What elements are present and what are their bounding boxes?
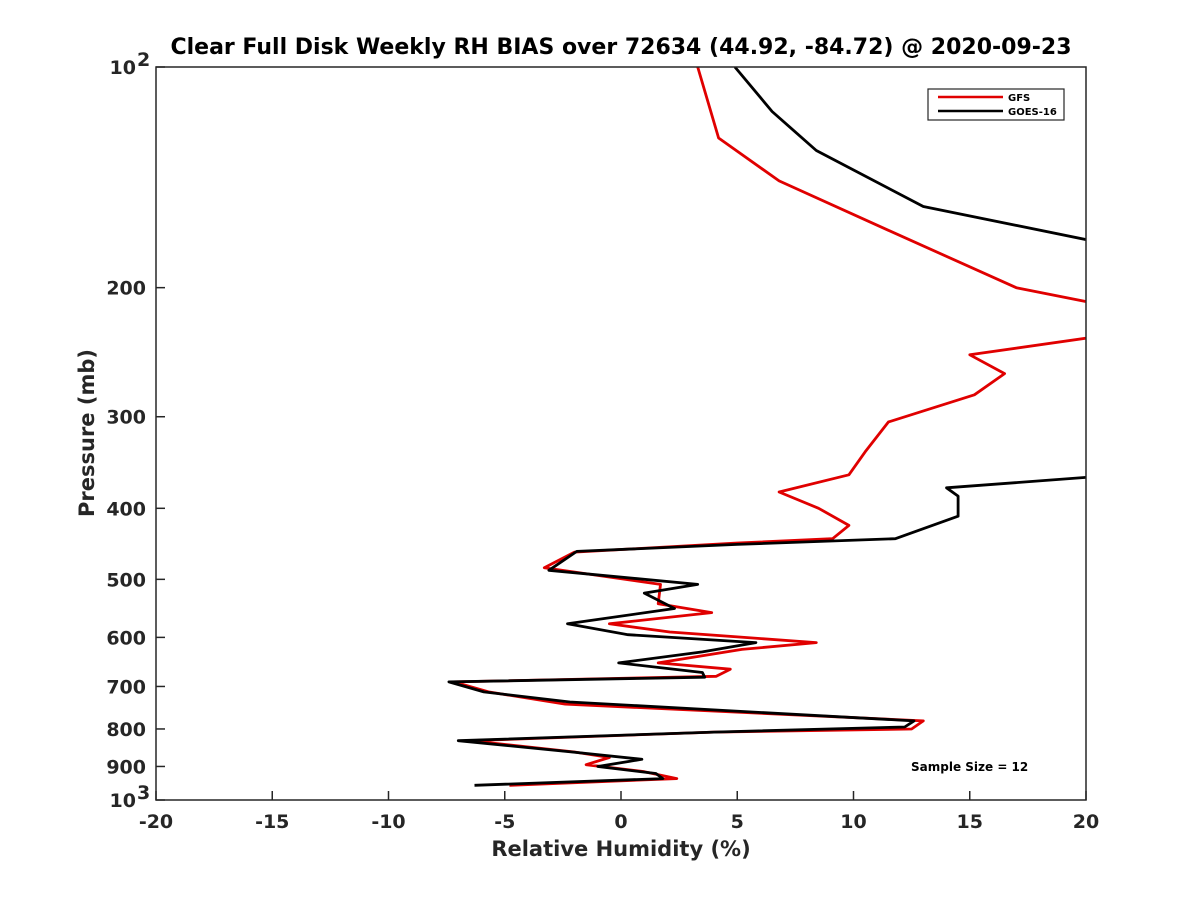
x-tick-label-7: 15 xyxy=(957,811,983,833)
y-tick-label-1: 200 xyxy=(106,278,146,300)
legend-box xyxy=(927,88,1065,121)
x-tick-label-8: 20 xyxy=(1073,811,1099,833)
y-tick-label-4: 500 xyxy=(106,569,146,591)
y-tick-label-8: 900 xyxy=(106,756,146,778)
sample-size-annotation: Sample Size = 12 xyxy=(911,760,1028,774)
series-line-goes-16 xyxy=(447,67,1086,787)
y-tick-label-6: 700 xyxy=(106,676,146,698)
y-tick-exponent-9: 3 xyxy=(137,782,150,804)
plot-frame xyxy=(155,66,1087,801)
y-tick-label-3: 400 xyxy=(106,498,146,520)
x-tick-label-3: -5 xyxy=(494,811,515,833)
y-tick-label-2: 300 xyxy=(106,407,146,429)
y-axis-label: Pressure (mb) xyxy=(75,349,99,517)
legend: GFS GOES-16 xyxy=(927,88,1065,121)
x-axis: -20 -15 -10 -5 0 5 10 15 20 xyxy=(139,791,1099,833)
y-tick-label-9: 10 xyxy=(110,790,136,812)
y-tick-label-7: 800 xyxy=(106,719,146,741)
x-tick-label-5: 5 xyxy=(731,811,744,833)
series-line-gfs xyxy=(452,67,1086,787)
chart-title: Clear Full Disk Weekly RH BIAS over 7263… xyxy=(170,35,1071,60)
x-tick-label-1: -15 xyxy=(255,811,289,833)
y-tick-exponent-0: 2 xyxy=(137,49,150,71)
x-tick-label-0: -20 xyxy=(139,811,173,833)
x-tick-label-2: -10 xyxy=(371,811,405,833)
series-layer xyxy=(447,67,1086,787)
y-tick-label-0: 10 xyxy=(110,57,136,79)
x-tick-label-6: 10 xyxy=(840,811,866,833)
legend-label-gfs: GFS xyxy=(1008,93,1030,104)
x-tick-label-4: 0 xyxy=(614,811,627,833)
x-axis-label: Relative Humidity (%) xyxy=(491,837,750,861)
y-tick-label-5: 600 xyxy=(106,627,146,649)
legend-label-goes-16: GOES-16 xyxy=(1008,107,1057,118)
